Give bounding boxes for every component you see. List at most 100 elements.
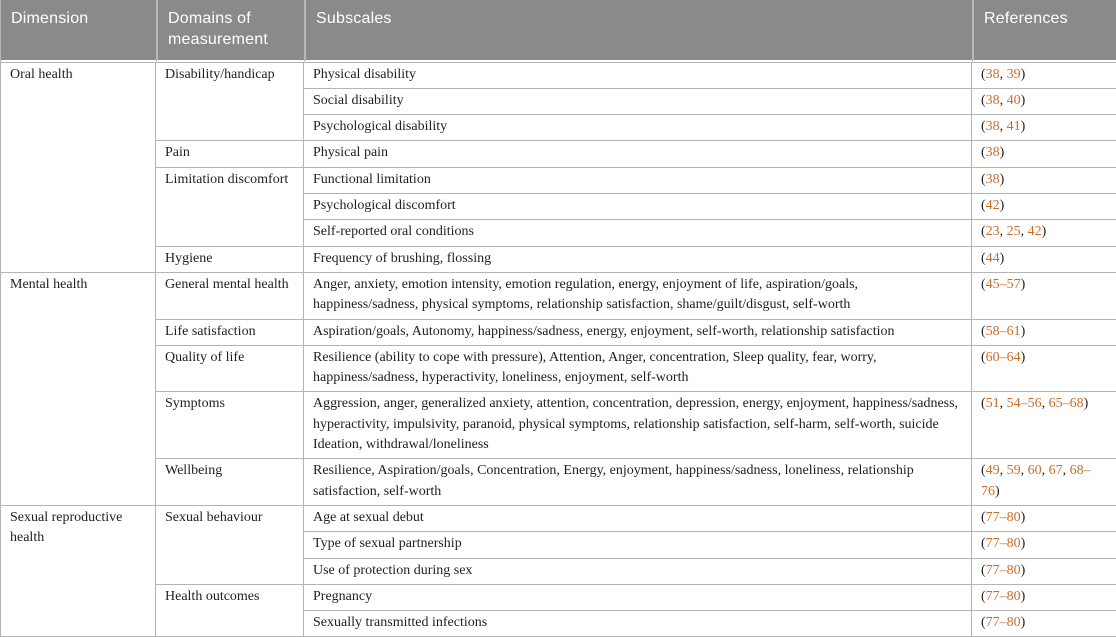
references-cell: (77–80) xyxy=(972,584,1116,612)
subscale-cell: Social disability xyxy=(304,88,972,116)
reference-link[interactable]: 45–57 xyxy=(985,276,1021,292)
reference-link[interactable]: 51 xyxy=(985,396,1000,412)
domain-cell: Quality of life xyxy=(156,345,304,393)
reference-link[interactable]: 58–61 xyxy=(985,323,1021,339)
references-cell: (77–80) xyxy=(972,532,1116,559)
references-cell: (51, 54–56, 65–68) xyxy=(972,392,1116,460)
domain-cell: Pain xyxy=(156,141,304,168)
domain-cell: Symptoms xyxy=(156,392,304,460)
subscale-cell: Age at sexual debut xyxy=(304,505,972,533)
column-header-subscales: Subscales xyxy=(304,0,972,62)
subscale-cell: Psychological discomfort xyxy=(304,194,972,221)
table-row: Pain Physical pain (38) xyxy=(1,141,1116,168)
subscale-cell: Functional limitation xyxy=(304,167,972,195)
references-cell: (38) xyxy=(972,167,1116,195)
subscale-cell: Resilience (ability to cope with pressur… xyxy=(304,345,972,393)
subscale-cell: Anger, anxiety, emotion intensity, emoti… xyxy=(304,272,972,320)
subscale-cell: Self-reported oral conditions xyxy=(304,220,972,247)
subscale-cell: Pregnancy xyxy=(304,584,972,612)
column-header-domains: Domains of measurement xyxy=(156,0,304,62)
table-row: Type of sexual partnership (77–80) xyxy=(1,532,1116,559)
table-row: Psychological disability (38, 41) xyxy=(1,115,1116,142)
table-row: Wellbeing Resilience, Aspiration/goals, C… xyxy=(1,459,1116,506)
table-row: Oral health Disability/handicap Physical d… xyxy=(1,61,1116,273)
table-row: Symptoms Aggression, anger, generalized a… xyxy=(1,392,1116,460)
table-row: Limitation discomfort Functional limitati… xyxy=(1,167,1116,247)
table-row: Sexually transmitted infections (77–80) xyxy=(1,611,1116,637)
table-row: Psychological discomfort (42) xyxy=(1,194,1116,221)
table-row: Use of protection during sex (77–80) xyxy=(1,558,1116,585)
subscale-cell: Use of protection during sex xyxy=(304,558,972,585)
domain-cell: Hygiene xyxy=(156,246,304,273)
table-row: Mental health General mental health Anger,… xyxy=(1,272,1116,506)
subscale-cell: Aspiration/goals, Autonomy, happiness/sa… xyxy=(304,319,972,346)
domain-cell: Health outcomes xyxy=(156,584,304,637)
reference-link[interactable]: 38 xyxy=(985,66,1000,82)
references-cell: (58–61) xyxy=(972,319,1116,346)
references-cell: (42) xyxy=(972,194,1116,221)
reference-link[interactable]: 42 xyxy=(985,198,1000,214)
reference-link[interactable]: 65–68 xyxy=(1048,396,1084,412)
references-cell: (44) xyxy=(972,246,1116,273)
dimension-cell: Oral health xyxy=(1,61,156,273)
references-cell: (38) xyxy=(972,141,1116,168)
references-cell: (77–80) xyxy=(972,611,1116,637)
references-cell: (77–80) xyxy=(972,558,1116,585)
domain-cell: General mental health xyxy=(156,272,304,320)
table-row: Life satisfaction Aspiration/goals, Auton… xyxy=(1,319,1116,346)
references-cell: (38, 41) xyxy=(972,115,1116,142)
reference-link[interactable]: 77–80 xyxy=(985,562,1021,578)
table-header: Dimension Domains of measurement Subscal… xyxy=(1,0,1116,62)
reference-link[interactable]: 44 xyxy=(985,250,1000,266)
domain-cell: Sexual behaviour xyxy=(156,505,304,585)
references-cell: (49, 59, 60, 67, 68–76) xyxy=(972,459,1116,506)
references-cell: (77–80) xyxy=(972,505,1116,533)
reference-link[interactable]: 54–56 xyxy=(1006,396,1042,412)
reference-link[interactable]: 67 xyxy=(1048,463,1063,479)
dimension-cell: Mental health xyxy=(1,272,156,506)
domain-cell: Disability/handicap xyxy=(156,61,304,142)
domain-cell: Limitation discomfort xyxy=(156,167,304,247)
reference-link[interactable]: 77–80 xyxy=(985,588,1021,604)
subscale-cell: Physical disability xyxy=(304,61,972,89)
references-cell: (38, 40) xyxy=(972,88,1116,116)
reference-link[interactable]: 41 xyxy=(1006,119,1021,135)
table-row: Hygiene Frequency of brushing, flossing (4… xyxy=(1,246,1116,273)
reference-link[interactable]: 68–76 xyxy=(981,463,1091,499)
column-header-dimension: Dimension xyxy=(1,0,156,62)
dimension-cell: Sexual reproductive health xyxy=(1,505,156,637)
references-cell: (60–64) xyxy=(972,345,1116,393)
subscale-cell: Physical pain xyxy=(304,141,972,168)
reference-link[interactable]: 38 xyxy=(985,92,1000,108)
table-body: Oral health Disability/handicap Physical d… xyxy=(1,61,1116,637)
table-row: Self-reported oral conditions (23, 25, 42… xyxy=(1,220,1116,247)
reference-link[interactable]: 77–80 xyxy=(985,615,1021,631)
reference-link[interactable]: 77–80 xyxy=(985,509,1021,525)
reference-link[interactable]: 40 xyxy=(1006,92,1021,108)
subscale-cell: Frequency of brushing, flossing xyxy=(304,246,972,273)
reference-link[interactable]: 38 xyxy=(985,171,1000,187)
domain-cell: Life satisfaction xyxy=(156,319,304,346)
reference-link[interactable]: 42 xyxy=(1027,224,1042,240)
reference-link[interactable]: 77–80 xyxy=(985,536,1021,552)
subscale-cell: Resilience, Aspiration/goals, Concentrat… xyxy=(304,459,972,506)
table-row: Social disability (38, 40) xyxy=(1,88,1116,116)
subscale-cell: Type of sexual partnership xyxy=(304,532,972,559)
reference-link[interactable]: 59 xyxy=(1006,463,1021,479)
table-row: Quality of life Resilience (ability to co… xyxy=(1,345,1116,393)
reference-link[interactable]: 60–64 xyxy=(985,349,1021,365)
reference-link[interactable]: 39 xyxy=(1006,66,1021,82)
subscale-cell: Psychological disability xyxy=(304,115,972,142)
references-cell: (45–57) xyxy=(972,272,1116,320)
subscale-cell: Sexually transmitted infections xyxy=(304,611,972,637)
reference-link[interactable]: 49 xyxy=(985,463,1000,479)
reference-link[interactable]: 60 xyxy=(1027,463,1042,479)
reference-link[interactable]: 38 xyxy=(985,145,1000,161)
table-row: Sexual reproductive health Sexual behavio… xyxy=(1,505,1116,637)
subscale-cell: Aggression, anger, generalized anxiety, … xyxy=(304,392,972,460)
reference-link[interactable]: 23 xyxy=(985,224,1000,240)
references-cell: (23, 25, 42) xyxy=(972,220,1116,247)
reference-link[interactable]: 38 xyxy=(985,119,1000,135)
reference-link[interactable]: 25 xyxy=(1006,224,1021,240)
